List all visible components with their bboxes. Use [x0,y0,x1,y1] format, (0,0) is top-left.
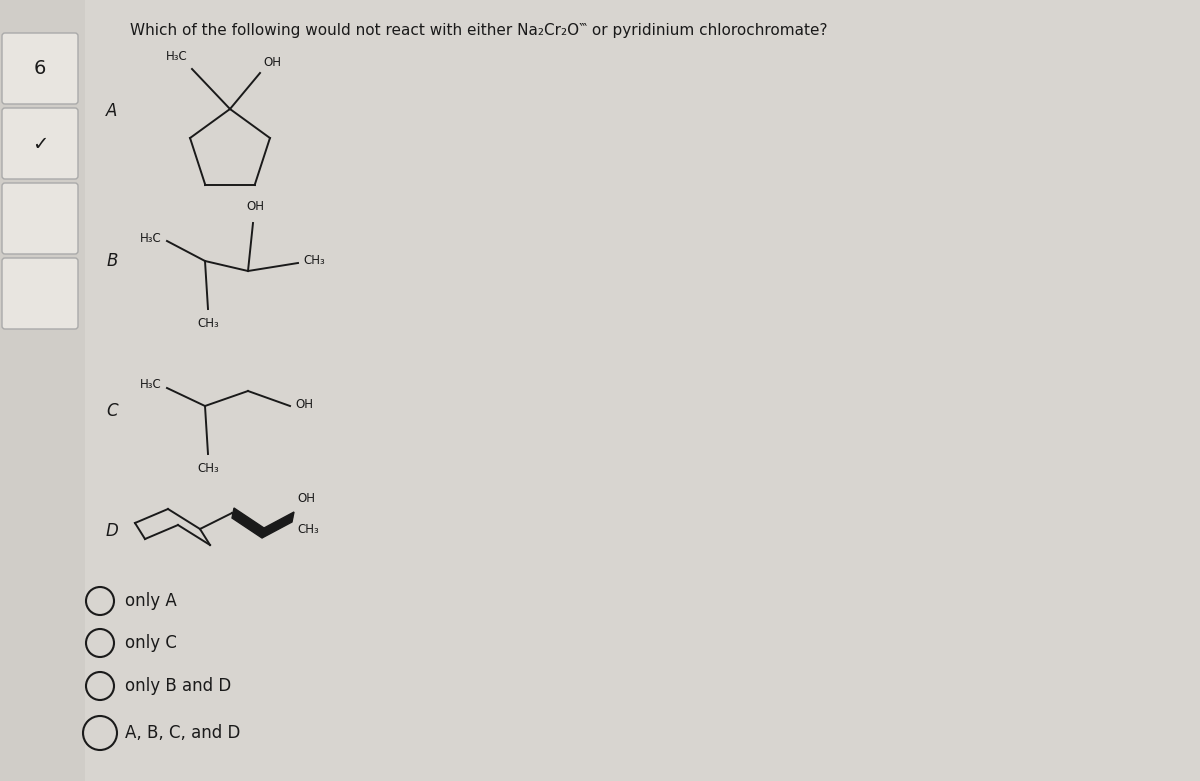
Text: A: A [107,102,118,120]
Text: only B and D: only B and D [125,677,232,695]
Text: OH: OH [298,492,314,505]
FancyBboxPatch shape [2,183,78,254]
Text: OH: OH [246,200,264,213]
Text: CH₃: CH₃ [298,523,319,536]
Text: only A: only A [125,592,176,610]
FancyBboxPatch shape [2,33,78,104]
Text: B: B [107,252,118,270]
Text: CH₃: CH₃ [197,317,218,330]
Text: H₃C: H₃C [167,50,188,63]
Text: CH₃: CH₃ [302,255,325,268]
Text: D: D [106,522,119,540]
Text: ✓: ✓ [32,134,48,154]
Text: 6: 6 [34,59,46,79]
Text: only C: only C [125,634,176,652]
Text: C: C [106,402,118,420]
Polygon shape [262,512,294,538]
Text: OH: OH [295,398,313,411]
FancyBboxPatch shape [2,108,78,179]
FancyBboxPatch shape [2,258,78,329]
Text: OH: OH [263,56,281,69]
FancyBboxPatch shape [0,0,85,781]
Polygon shape [232,508,264,538]
Text: Which of the following would not react with either Na₂Cr₂O‷ or pyridinium chloro: Which of the following would not react w… [130,23,828,38]
Text: H₃C: H₃C [140,379,162,391]
Text: H₃C: H₃C [140,231,162,244]
Text: CH₃: CH₃ [197,462,218,475]
Text: A, B, C, and D: A, B, C, and D [125,724,240,742]
